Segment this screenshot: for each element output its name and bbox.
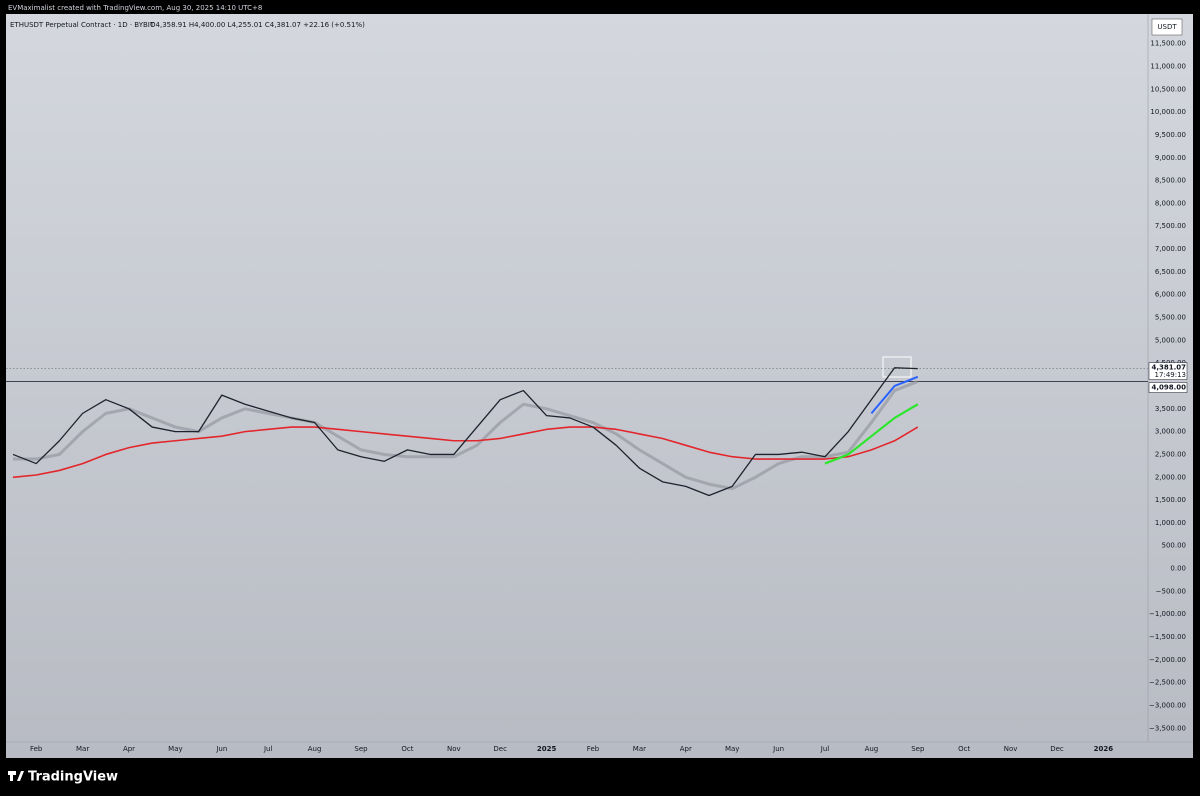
x-tick-label: Apr bbox=[123, 745, 135, 753]
y-tick-label: 8,500.00 bbox=[1155, 177, 1186, 185]
level-box bbox=[1148, 382, 1188, 393]
x-tick-label: Sep bbox=[911, 745, 925, 753]
series-line bbox=[13, 380, 919, 491]
x-tick-label: 2026 bbox=[1094, 745, 1114, 753]
y-tick-label: 3,500.00 bbox=[1155, 405, 1186, 413]
y-tick-label: 6,000.00 bbox=[1155, 291, 1186, 299]
series-line bbox=[12, 367, 918, 497]
drawing-box bbox=[882, 356, 912, 378]
y-tick-label: 9,000.00 bbox=[1155, 154, 1186, 162]
logo bbox=[8, 771, 24, 781]
y-tick-label: 1,500.00 bbox=[1155, 496, 1186, 504]
y-tick-label: 5,000.00 bbox=[1155, 336, 1186, 344]
x-tick-label: Dec bbox=[493, 745, 507, 753]
y-tick-label: 6,500.00 bbox=[1155, 268, 1186, 276]
x-tick-label: 2025 bbox=[537, 745, 557, 753]
y-tick-label: 10,500.00 bbox=[1150, 85, 1186, 93]
y-tick-label: 11,000.00 bbox=[1150, 62, 1186, 70]
y-tick-label: −3,500.00 bbox=[1149, 724, 1186, 732]
x-tick-label: Aug bbox=[308, 745, 322, 753]
watermark: TradingView bbox=[28, 770, 118, 785]
x-tick-label: Jul bbox=[820, 745, 830, 753]
x-tick-label: Jul bbox=[263, 745, 273, 753]
y-tick-label: 2,500.00 bbox=[1155, 450, 1186, 458]
x-tick-label: May bbox=[168, 745, 182, 753]
y-tick-label: 10,000.00 bbox=[1150, 108, 1186, 116]
x-tick-label: May bbox=[725, 745, 739, 753]
y-tick-label: −1,000.00 bbox=[1149, 610, 1186, 618]
x-tick-label: Apr bbox=[680, 745, 692, 753]
quote: O4,358.91 H4,400.00 L4,255.01 C4,381.07 … bbox=[150, 21, 365, 29]
x-tick-label: Mar bbox=[76, 745, 89, 753]
x-tick-label: Oct bbox=[958, 745, 970, 753]
y-tick-label: 8,000.00 bbox=[1155, 199, 1186, 207]
last-price-box bbox=[1148, 362, 1188, 380]
y-tick-label: −1,500.00 bbox=[1149, 633, 1186, 641]
series-line bbox=[824, 403, 919, 465]
plot: 11,500.00 11,000.00 10,500.00 10,000.00 9,50… bbox=[6, 40, 1188, 753]
caption: EVMaximalist created with TradingView.co… bbox=[8, 4, 262, 12]
y-tick-label: 7,500.00 bbox=[1155, 222, 1186, 230]
chart-background bbox=[6, 14, 1193, 758]
x-tick-label: Dec bbox=[1050, 745, 1064, 753]
x-tick-label: Jun bbox=[215, 745, 227, 753]
currency: USDT bbox=[1157, 23, 1177, 31]
y-tick-label: 9,500.00 bbox=[1155, 131, 1186, 139]
y-tick-label: 3,000.00 bbox=[1155, 428, 1186, 436]
y-tick-label: −2,500.00 bbox=[1149, 679, 1186, 687]
y-tick-label: 5,500.00 bbox=[1155, 314, 1186, 322]
y-tick-label: −3,000.00 bbox=[1149, 701, 1186, 709]
symbol: ETHUSDT Perpetual Contract · 1D · BYBIT bbox=[10, 21, 155, 29]
series-line bbox=[870, 375, 919, 415]
y-tick-label: 0.00 bbox=[1170, 565, 1186, 573]
x-tick-label: Feb bbox=[30, 745, 43, 753]
currency-box bbox=[1151, 18, 1183, 36]
level-label: 4,098.00 bbox=[1151, 384, 1186, 392]
y-tick-label: 11,500.00 bbox=[1150, 40, 1186, 48]
x-tick-label: Aug bbox=[865, 745, 879, 753]
x-tick-label: Mar bbox=[633, 745, 646, 753]
x-tick-label: Jun bbox=[772, 745, 784, 753]
x-tick-label: Sep bbox=[354, 745, 368, 753]
y-tick-label: −2,000.00 bbox=[1149, 656, 1186, 664]
y-tick-label: −500.00 bbox=[1156, 587, 1186, 595]
y-tick-label: 2,000.00 bbox=[1155, 473, 1186, 481]
y-tick-label: 500.00 bbox=[1162, 542, 1187, 550]
x-tick-label: Nov bbox=[447, 745, 461, 753]
last-price-label: 4,381.07 bbox=[1151, 364, 1186, 372]
x-tick-label: Oct bbox=[401, 745, 413, 753]
x-tick-label: Feb bbox=[587, 745, 600, 753]
x-tick-label: Nov bbox=[1004, 745, 1018, 753]
countdown-label: 17:49:13 bbox=[1155, 371, 1186, 379]
y-tick-label: 7,000.00 bbox=[1155, 245, 1186, 253]
y-tick-label: 1,000.00 bbox=[1155, 519, 1186, 527]
